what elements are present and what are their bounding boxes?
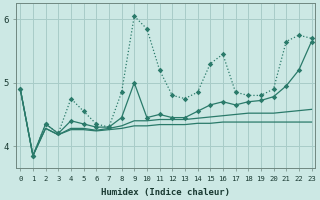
X-axis label: Humidex (Indice chaleur): Humidex (Indice chaleur) (101, 188, 230, 197)
